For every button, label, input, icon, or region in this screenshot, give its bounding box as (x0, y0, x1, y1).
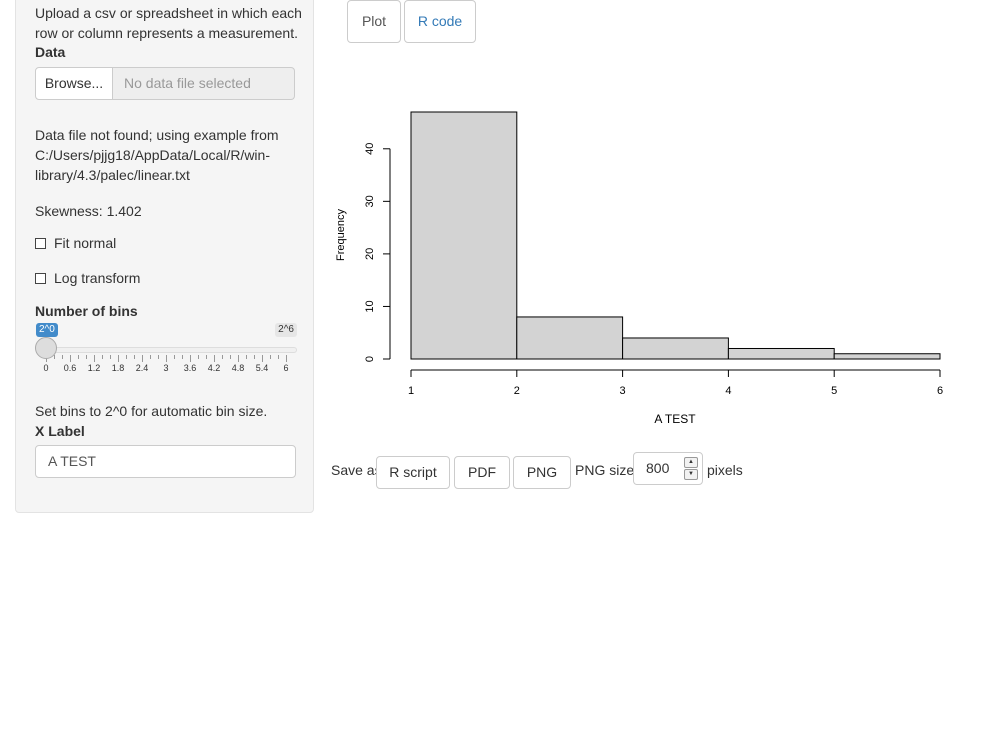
x-axis-label: A TEST (654, 412, 696, 426)
slider-tick (214, 355, 215, 362)
slider-tick-label: 3.6 (183, 363, 197, 373)
upload-instructions: Upload a csv or spreadsheet in which eac… (35, 5, 302, 41)
slider-tick (222, 355, 223, 359)
slider-tick (142, 355, 143, 362)
y-tick-label: 0 (364, 356, 376, 362)
slider-value-badge: 2^0 (36, 323, 58, 337)
slider-tick (158, 355, 159, 359)
slider-tick (206, 355, 207, 359)
slider-tick-label: 6 (283, 363, 289, 373)
slider-tick (278, 355, 279, 359)
slider-max-badge: 2^6 (275, 323, 297, 337)
y-tick-label: 30 (364, 195, 376, 207)
data-file-notice: Data file not found; using example from … (35, 127, 279, 183)
x-tick-label: 1 (408, 385, 414, 397)
slider-tick (110, 355, 111, 359)
fit-normal-checkbox-row[interactable]: Fit normal (35, 235, 116, 251)
log-transform-checkbox-row[interactable]: Log transform (35, 270, 140, 286)
log-transform-label: Log transform (54, 270, 141, 286)
slider-tick-label: 5.4 (255, 363, 269, 373)
tab-r-code[interactable]: R code (404, 0, 476, 43)
slider-tick-label: 0 (43, 363, 49, 373)
y-axis-label: Frequency (335, 209, 347, 261)
save-png-button[interactable]: PNG (513, 456, 571, 489)
skewness-text: Skewness: 1.402 (35, 203, 142, 219)
bins-slider[interactable]: 2^0 2^6 0 0.6 1.2 1.8 2.4 3 3.6 4.2 4.8 5.4 6 (35, 323, 297, 375)
xlabel-label: X Label (35, 423, 85, 439)
slider-tick-label: 2.4 (135, 363, 149, 373)
bins-help-text: Set bins to 2^0 for automatic bin size. (35, 403, 268, 419)
bins-label: Number of bins (35, 303, 138, 319)
slider-tick (54, 355, 55, 359)
pixels-label: pixels (707, 462, 743, 478)
slider-tick (174, 355, 175, 359)
slider-tick (262, 355, 263, 362)
spinner-up-icon[interactable]: ▲ (684, 457, 698, 468)
fit-normal-label: Fit normal (54, 235, 117, 251)
slider-tick (238, 355, 239, 362)
png-size-label: PNG size: (575, 462, 639, 478)
slider-tick (198, 355, 199, 359)
x-tick-label: 2 (514, 385, 520, 397)
y-tick-label: 40 (364, 143, 376, 155)
slider-ticks (46, 355, 287, 365)
browse-button[interactable]: Browse... (35, 67, 113, 100)
xlabel-input[interactable]: A TEST (35, 445, 296, 478)
y-tick-label: 10 (364, 300, 376, 312)
data-label: Data (35, 44, 66, 60)
slider-tick (102, 355, 103, 359)
slider-tick (150, 355, 151, 359)
slider-tick (230, 355, 231, 359)
x-tick-label: 3 (620, 385, 626, 397)
save-r-script-button[interactable]: R script (376, 456, 450, 489)
slider-tick (62, 355, 63, 359)
slider-tick (190, 355, 191, 362)
slider-tick-label: 4.8 (231, 363, 245, 373)
file-name-field: No data file selected (113, 67, 295, 100)
x-tick-label: 6 (937, 385, 943, 397)
slider-tick (86, 355, 87, 359)
slider-tick-label: 3 (163, 363, 169, 373)
slider-tick (134, 355, 135, 359)
slider-tick (126, 355, 127, 359)
x-tick-label: 5 (831, 385, 837, 397)
spinner-down-icon[interactable]: ▼ (684, 469, 698, 480)
save-pdf-button[interactable]: PDF (454, 456, 510, 489)
slider-handle[interactable] (35, 337, 57, 359)
slider-tick (78, 355, 79, 359)
slider-tick-labels: 0 0.6 1.2 1.8 2.4 3 3.6 4.2 4.8 5.4 6 (43, 363, 289, 375)
slider-tick-label: 1.2 (87, 363, 101, 373)
slider-tick (286, 355, 287, 362)
slider-tick (70, 355, 71, 362)
slider-tick (118, 355, 119, 362)
file-upload: Browse... No data file selected (35, 67, 295, 100)
histogram-bar (622, 337, 729, 360)
png-size-input[interactable]: 800 ▲ ▼ (633, 452, 703, 485)
x-tick-label: 4 (725, 385, 731, 397)
histogram-bar (516, 316, 624, 360)
histogram-bar (410, 111, 518, 360)
slider-tick (182, 355, 183, 359)
histogram-bar (833, 353, 941, 360)
slider-tick-label: 0.6 (63, 363, 77, 373)
sidebar-panel: Upload a csv or spreadsheet in which eac… (15, 0, 314, 513)
histogram-plot: 1 2 3 4 5 6 0 10 20 30 40 A TEST Frequency (335, 111, 943, 426)
slider-tick (270, 355, 271, 359)
slider-tick (166, 355, 167, 362)
tab-plot[interactable]: Plot (347, 0, 401, 43)
png-size-spinner[interactable]: ▲ ▼ (684, 457, 698, 480)
png-size-value: 800 (646, 460, 670, 476)
save-as-label: Save as: (331, 462, 386, 478)
slider-tick (246, 355, 247, 359)
slider-tick (94, 355, 95, 362)
histogram-bar (727, 347, 835, 360)
slider-track[interactable] (45, 347, 297, 353)
slider-tick-label: 4.2 (207, 363, 221, 373)
fit-normal-checkbox[interactable] (35, 237, 46, 249)
slider-tick-label: 1.8 (111, 363, 125, 373)
y-tick-label: 20 (364, 248, 376, 260)
log-transform-checkbox[interactable] (35, 272, 46, 284)
slider-tick (254, 355, 255, 359)
